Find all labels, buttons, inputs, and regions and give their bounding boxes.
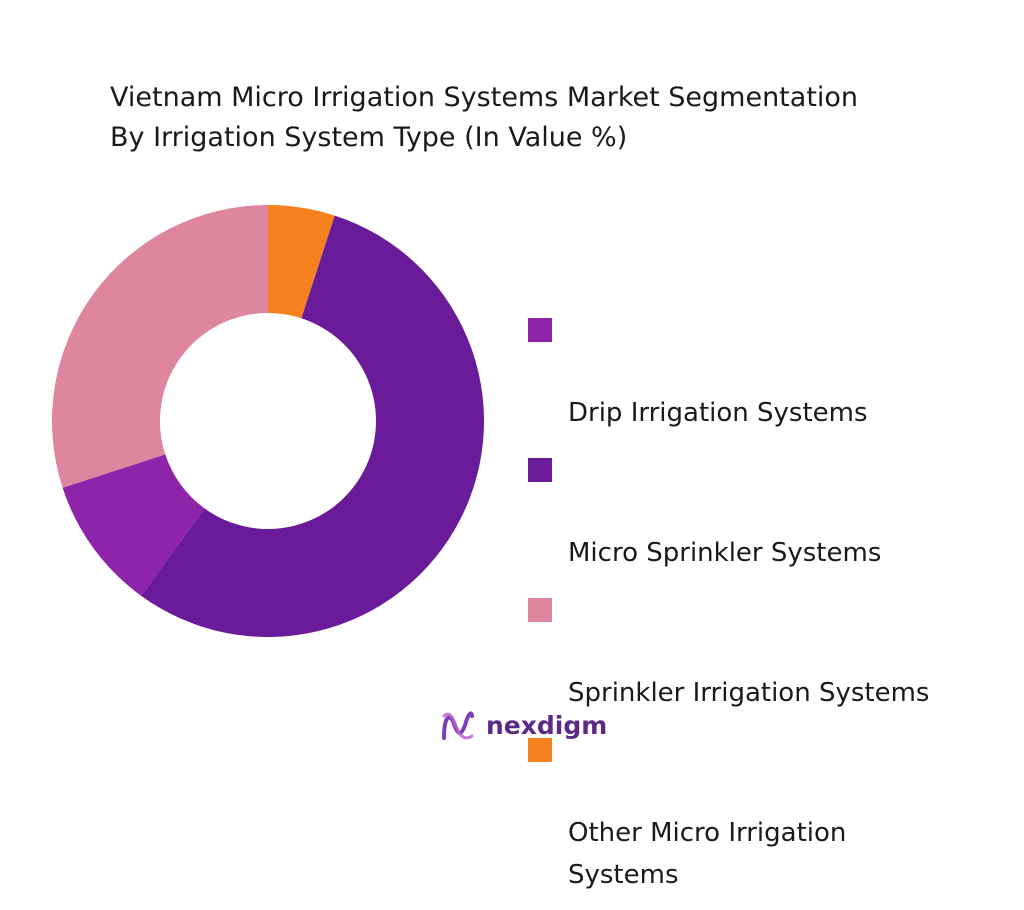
legend-label-sprinkler: Sprinkler Irrigation Systems (568, 678, 930, 708)
legend-label-micro-sprinkler: Micro Sprinkler Systems (568, 538, 882, 568)
slice-other (268, 205, 335, 319)
chart-legend: Drip Irrigation Systems Micro Sprinkler … (528, 308, 1008, 910)
legend-item-micro-sprinkler: Micro Sprinkler Systems (528, 448, 1008, 574)
slice-micro-sprinkler (141, 215, 484, 637)
legend-swatch-micro-sprinkler (528, 458, 552, 482)
brand-name: nexdigm (486, 710, 608, 740)
legend-item-other: Other Micro Irrigation Systems (528, 728, 1008, 896)
legend-label-drip: Drip Irrigation Systems (568, 398, 868, 428)
legend-item-sprinkler: Sprinkler Irrigation Systems (528, 588, 1008, 714)
chart-title: Vietnam Micro Irrigation Systems Market … (110, 78, 990, 158)
slice-drip (62, 454, 205, 596)
legend-swatch-other (528, 738, 552, 762)
legend-swatch-drip (528, 318, 552, 342)
nexdigm-logo-icon (442, 711, 474, 740)
donut-chart (51, 205, 484, 637)
brand-logo: nexdigm (440, 705, 607, 745)
slice-sprinkler (51, 205, 269, 488)
chart-title-line-1: Vietnam Micro Irrigation Systems Market … (110, 82, 859, 113)
legend-swatch-sprinkler (528, 598, 552, 622)
legend-item-drip: Drip Irrigation Systems (528, 308, 1008, 434)
legend-label-other: Other Micro Irrigation Systems (568, 818, 847, 890)
chart-title-line-2: By Irrigation System Type (In Value %) (110, 122, 628, 153)
